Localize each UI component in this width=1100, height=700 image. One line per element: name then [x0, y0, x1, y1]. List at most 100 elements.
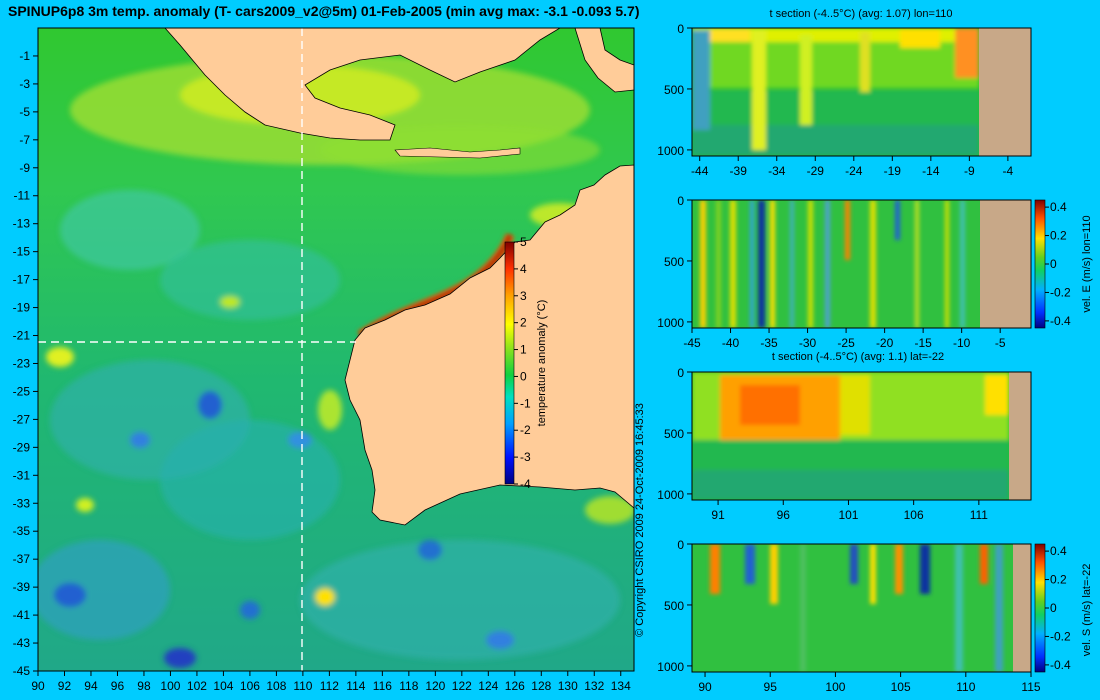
panel3-y-tick-label: 500 — [664, 427, 684, 441]
panel1-x-tick-label: -9 — [964, 164, 975, 178]
panel3-x-tick-label: 96 — [777, 508, 791, 522]
map-y-tick-label: -27 — [13, 412, 31, 426]
map-x-tick-label: 108 — [266, 679, 286, 693]
map-y-tick-label: -23 — [13, 356, 31, 370]
panel2-x-tick-label: -10 — [953, 336, 971, 350]
vel-cb-tick-label: -0.4 — [1050, 314, 1071, 328]
panel2-x-tick-label: -25 — [837, 336, 855, 350]
map-x-tick-label: 110 — [293, 679, 312, 693]
map-y-tick-label: -21 — [13, 329, 31, 343]
temperature-colorbar — [504, 241, 515, 485]
panel3-x-tick-label: 91 — [711, 508, 725, 522]
panel3-x-tick-label: 101 — [838, 508, 858, 522]
tcb-tick-label: 5 — [520, 235, 527, 249]
map-x-tick-label: 128 — [531, 679, 551, 693]
panel2-y-tick-label: 0 — [677, 194, 684, 208]
map-y-tick-label: -25 — [13, 384, 31, 398]
panel2-x-tick-label: -35 — [760, 336, 778, 350]
panel4-y-tick-label: 0 — [677, 538, 684, 552]
map-y-tick-label: -3 — [19, 77, 30, 91]
map-x-tick-label: 104 — [213, 679, 233, 693]
panel1-x-tick-label: -29 — [807, 164, 825, 178]
map-x-tick-label: 96 — [111, 679, 125, 693]
panel4-y-tick-label: 1000 — [657, 660, 684, 674]
panel-vel-e-section: -45 -40 -35 -30 -25 -20 -15 -10 -5 0 500 1000 0.4 0.… — [657, 194, 1093, 350]
indonesia-land — [164, 28, 561, 141]
panel1-x-tick-label: -44 — [691, 164, 709, 178]
map-frame — [37, 27, 635, 672]
vel-cb-tick-label: 0 — [1050, 257, 1057, 271]
map-y-tick-label: -29 — [13, 440, 31, 454]
map-x-tick-label: 126 — [505, 679, 525, 693]
vel-e-colorbar — [1034, 199, 1046, 329]
panel3-y-tick-label: 0 — [677, 366, 684, 380]
panel3-y-tick-label: 1000 — [657, 488, 684, 502]
tcb-tick-label: -3 — [520, 450, 531, 464]
map-x-tick-label: 116 — [373, 679, 392, 693]
panel1-y-tick-label: 1000 — [657, 144, 684, 158]
tcb-tick-label: -1 — [520, 396, 531, 410]
panel2-x-tick-label: -30 — [799, 336, 817, 350]
vel-s-colorbar — [1034, 543, 1046, 673]
panel1-x-tick-label: -19 — [884, 164, 902, 178]
map-y-tick-label: -5 — [19, 105, 30, 119]
tcb-tick-label: -2 — [520, 423, 531, 437]
map-x-tick-label: 120 — [425, 679, 445, 693]
map-y-tick-label: -33 — [13, 496, 31, 510]
map-x-tick-label: 124 — [478, 679, 498, 693]
map-x-tick-label: 100 — [160, 679, 180, 693]
panel4-x-tick-label: 105 — [891, 680, 911, 694]
panel4-y-tick-label: 500 — [664, 599, 684, 613]
vel-cb-tick-label: -0.4 — [1050, 658, 1071, 672]
map-y-tick-label: -41 — [13, 608, 31, 622]
panel2-y-tick-label: 1000 — [657, 316, 684, 330]
tcb-tick-label: 3 — [520, 289, 527, 303]
map-y-tick-label: -13 — [13, 217, 31, 231]
panel4-x-tick-label: 90 — [698, 680, 712, 694]
panel2-x-tick-label: -45 — [683, 336, 701, 350]
map-y-tick-label: -43 — [13, 636, 31, 650]
page-title: SPINUP6p8 3m temp. anomaly (T- cars2009_… — [8, 3, 640, 19]
map-x-tick-label: 106 — [240, 679, 260, 693]
map-y-axis: -1 -3 -5 -7 -9 -11 -13 -15 -17 -19 -21 -23 -25 -27 -29… — [13, 49, 38, 678]
map-x-tick-label: 122 — [452, 679, 472, 693]
panel2-x-tick-label: -20 — [876, 336, 894, 350]
panel-temp-section-lon: t section (-4..5°C) (avg: 1.07) lon=110 … — [657, 8, 1032, 178]
tcb-tick-label: -4 — [520, 477, 531, 491]
map-x-tick-label: 134 — [611, 679, 631, 693]
map-y-tick-label: -9 — [19, 161, 30, 175]
map-x-tick-label: 94 — [84, 679, 98, 693]
vel-cb-tick-label: 0.4 — [1050, 200, 1067, 214]
map-x-tick-label: 130 — [558, 679, 578, 693]
panel4-x-tick-label: 115 — [1021, 680, 1040, 694]
tcb-tick-label: 0 — [520, 369, 527, 383]
australia-land — [344, 164, 634, 526]
panel1-x-tick-label: -39 — [730, 164, 748, 178]
map-y-tick-label: -39 — [13, 580, 31, 594]
vel-cb-tick-label: 0.2 — [1050, 229, 1067, 243]
panel1-x-tick-label: -34 — [768, 164, 786, 178]
map-anomaly-field — [38, 55, 634, 668]
panel1-x-tick-label: -14 — [922, 164, 940, 178]
map-x-axis: 90 92 94 96 98 100 102 104 106 108 110 112 114 116 118… — [31, 671, 631, 693]
panel1-y-tick-label: 500 — [664, 83, 684, 97]
vel-cb-tick-label: 0 — [1050, 601, 1057, 615]
vel-e-colorbar-label: vel. E (m/s) lon=110 — [1081, 215, 1093, 312]
lesser-sunda-land — [394, 147, 521, 159]
map-y-tick-label: -17 — [13, 273, 31, 287]
panel2-x-tick-label: -5 — [995, 336, 1006, 350]
panel4-x-tick-label: 95 — [764, 680, 778, 694]
panel3-x-tick-label: 106 — [904, 508, 924, 522]
panel1-y-tick-label: 0 — [677, 22, 684, 36]
map-y-tick-label: -45 — [13, 664, 31, 678]
map-y-tick-label: -19 — [13, 301, 31, 315]
panel4-land — [1013, 544, 1031, 672]
panel1-title: t section (-4..5°C) (avg: 1.07) lon=110 — [769, 8, 952, 20]
panel2-x-tick-label: -40 — [722, 336, 740, 350]
panel4-x-tick-label: 100 — [825, 680, 845, 694]
panel2-x-tick-label: -15 — [914, 336, 932, 350]
map-y-tick-label: -15 — [13, 245, 31, 259]
temperature-colorbar-ticks: 5 4 3 2 1 0 -1 -2 -3 -4 — [514, 235, 531, 491]
map-x-tick-label: 98 — [137, 679, 151, 693]
